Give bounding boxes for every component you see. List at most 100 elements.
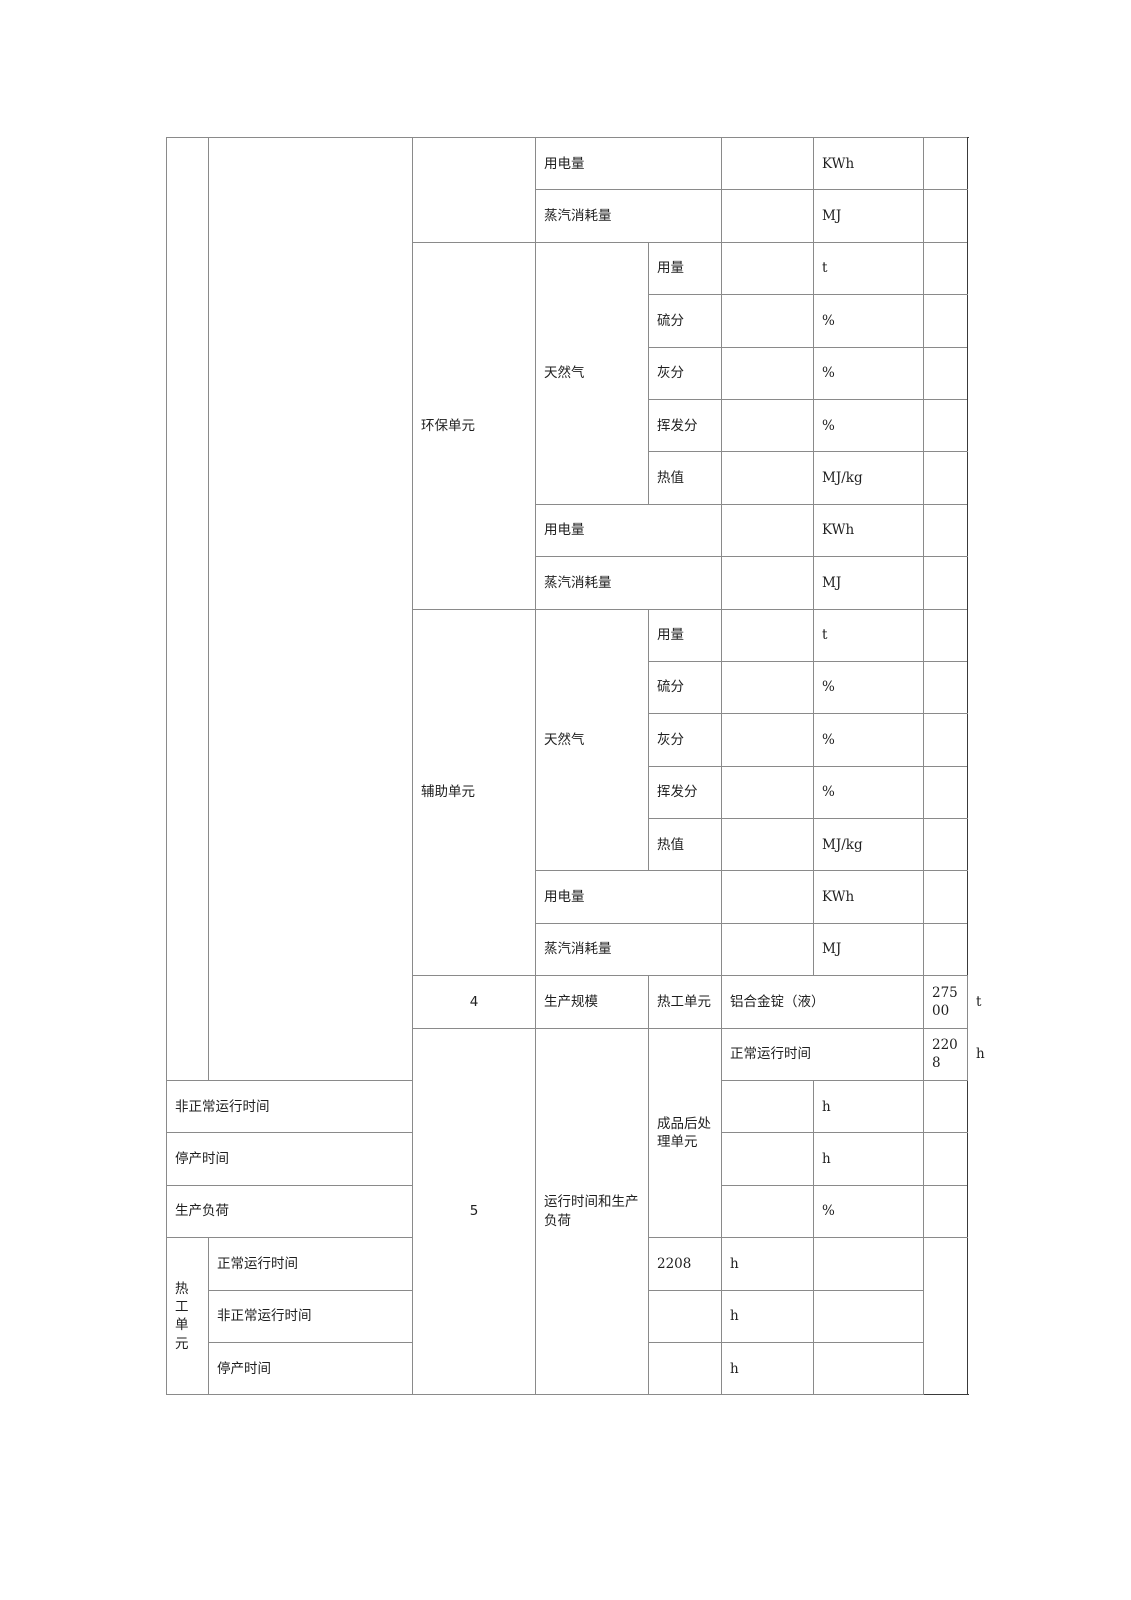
equipment-energy-table: 用电量 KWh 蒸汽消耗量 MJ 环保单元 天然气 用量 <box>166 136 985 1396</box>
cell-item-shutdown-hours: 停产时间 <box>166 1132 413 1186</box>
cell-remark <box>923 556 968 610</box>
cell-remark <box>923 346 968 400</box>
table-row: 挥发分 % <box>167 765 968 820</box>
cell-value <box>721 451 814 505</box>
cell-uom-pct: % <box>813 398 924 453</box>
cell-sub-calorific: 热值 <box>648 818 722 872</box>
cell-item-abnormal-hours: 非正常运行时间 <box>166 1080 413 1134</box>
cell-remark <box>923 1080 968 1134</box>
cell-value <box>721 922 814 977</box>
cell-value <box>721 1080 814 1134</box>
cell-remark <box>923 451 968 505</box>
cell-item-steam: 蒸汽消耗量 <box>535 922 722 977</box>
cell-value <box>721 870 814 924</box>
cell-remark <box>923 294 968 348</box>
cell-item-production-load: 生产负荷 <box>166 1184 413 1239</box>
cell-remark <box>923 765 968 820</box>
cell-remark <box>923 660 968 715</box>
cell-name-continued <box>208 136 413 1082</box>
table-row: 灰分 % <box>167 346 968 400</box>
table-row: 热值 MJ/kg <box>167 451 968 505</box>
cell-value <box>721 1132 814 1186</box>
cell-value <box>721 818 814 872</box>
cell-item-abnormal-hours: 非正常运行时间 <box>208 1289 536 1343</box>
cell-remark <box>923 608 968 662</box>
table-row: 蒸汽消耗量 MJ <box>167 922 968 977</box>
cell-uom-mj: MJ <box>813 189 924 243</box>
data-table-container: 用电量 KWh 蒸汽消耗量 MJ 环保单元 天然气 用量 <box>166 136 985 1396</box>
cell-value <box>721 503 814 558</box>
cell-uom-mjkg: MJ/kg <box>813 451 924 505</box>
cell-sub-volatile: 挥发分 <box>648 765 722 820</box>
cell-value-hours: 2208 <box>923 1027 968 1082</box>
cell-remark <box>923 241 968 296</box>
cell-uom-h: h <box>721 1341 814 1396</box>
cell-unit-continued <box>412 137 536 243</box>
table-row-production-scale: 4 生产规模 热工单元 铝合金锭（液） 27500 t <box>167 975 981 1029</box>
cell-value <box>721 241 814 296</box>
cell-index-continued <box>166 136 209 1082</box>
cell-sub-sulfur: 硫分 <box>648 660 722 715</box>
cell-remark <box>923 503 968 558</box>
cell-unit-auxiliary: 辅助单元 <box>412 608 536 977</box>
cell-remark <box>813 1237 924 1291</box>
cell-index-4: 4 <box>412 975 536 1029</box>
table-row: 用电量 KWh <box>167 503 968 558</box>
cell-uom-pct: % <box>813 1184 924 1239</box>
cell-item-electricity: 用电量 <box>535 503 722 558</box>
cell-unit-environmental: 环保单元 <box>412 241 536 610</box>
cell-sub-calorific: 热值 <box>648 451 722 505</box>
cell-unit-thermal: 热工单元 <box>166 1237 209 1396</box>
table-row: 热值 MJ/kg <box>167 818 968 872</box>
table-row: 用电量 KWh <box>166 136 968 1082</box>
cell-uom-t: t <box>813 241 924 296</box>
cell-sub-ash: 灰分 <box>648 713 722 767</box>
cell-uom-pct: % <box>813 346 924 400</box>
cell-remark <box>813 1289 924 1343</box>
cell-uom-pct: % <box>813 713 924 767</box>
cell-uom-kwh: KWh <box>813 136 924 191</box>
cell-sub-quantity: 用量 <box>648 608 722 662</box>
cell-value <box>721 608 814 662</box>
cell-value <box>721 398 814 453</box>
cell-value-quantity: 27500 <box>923 975 968 1029</box>
cell-item-electricity: 用电量 <box>535 136 722 191</box>
cell-value <box>721 346 814 400</box>
cell-value <box>721 189 814 243</box>
cell-value <box>721 556 814 610</box>
cell-value <box>721 765 814 820</box>
table-row: 生产负荷 % <box>166 1184 968 1239</box>
cell-sub-ash: 灰分 <box>648 346 722 400</box>
table-row: 环保单元 天然气 用量 t <box>167 241 968 610</box>
cell-remark <box>813 1341 924 1396</box>
cell-remark <box>923 398 968 453</box>
cell-remark <box>923 818 968 872</box>
cell-value <box>721 136 814 191</box>
table-row: 用电量 KWh <box>167 870 968 924</box>
cell-value <box>721 660 814 715</box>
cell-item-shutdown-hours: 停产时间 <box>208 1341 536 1396</box>
cell-uom-h: h <box>721 1289 814 1343</box>
table-row: 蒸汽消耗量 MJ <box>167 556 968 610</box>
cell-uom-h: h <box>813 1080 924 1134</box>
cell-uom-kwh: KWh <box>813 870 924 924</box>
cell-item-aluminium-ingot: 铝合金锭（液） <box>721 975 924 1029</box>
cell-uom-h: h <box>721 1237 814 1291</box>
cell-unit-thermal: 热工单元 <box>648 975 722 1029</box>
cell-name-production-scale: 生产规模 <box>535 975 649 1029</box>
table-row: 热工单元 正常运行时间 2208 h <box>166 1237 968 1396</box>
cell-remark <box>923 136 968 191</box>
table-row: 挥发分 % <box>167 398 968 453</box>
cell-name-runtime-load: 运行时间和生产负荷 <box>535 1027 649 1396</box>
table-row: 硫分 % <box>167 294 968 348</box>
cell-sub-volatile: 挥发分 <box>648 398 722 453</box>
cell-uom-t: t <box>813 608 924 662</box>
cell-uom-kwh: KWh <box>813 503 924 558</box>
cell-item-electricity: 用电量 <box>535 870 722 924</box>
table-row: 停产时间 h <box>167 1341 968 1396</box>
cell-value <box>648 1289 722 1343</box>
cell-remark <box>923 1132 968 1186</box>
cell-remark <box>923 1184 968 1239</box>
table-row: 灰分 % <box>167 713 968 767</box>
